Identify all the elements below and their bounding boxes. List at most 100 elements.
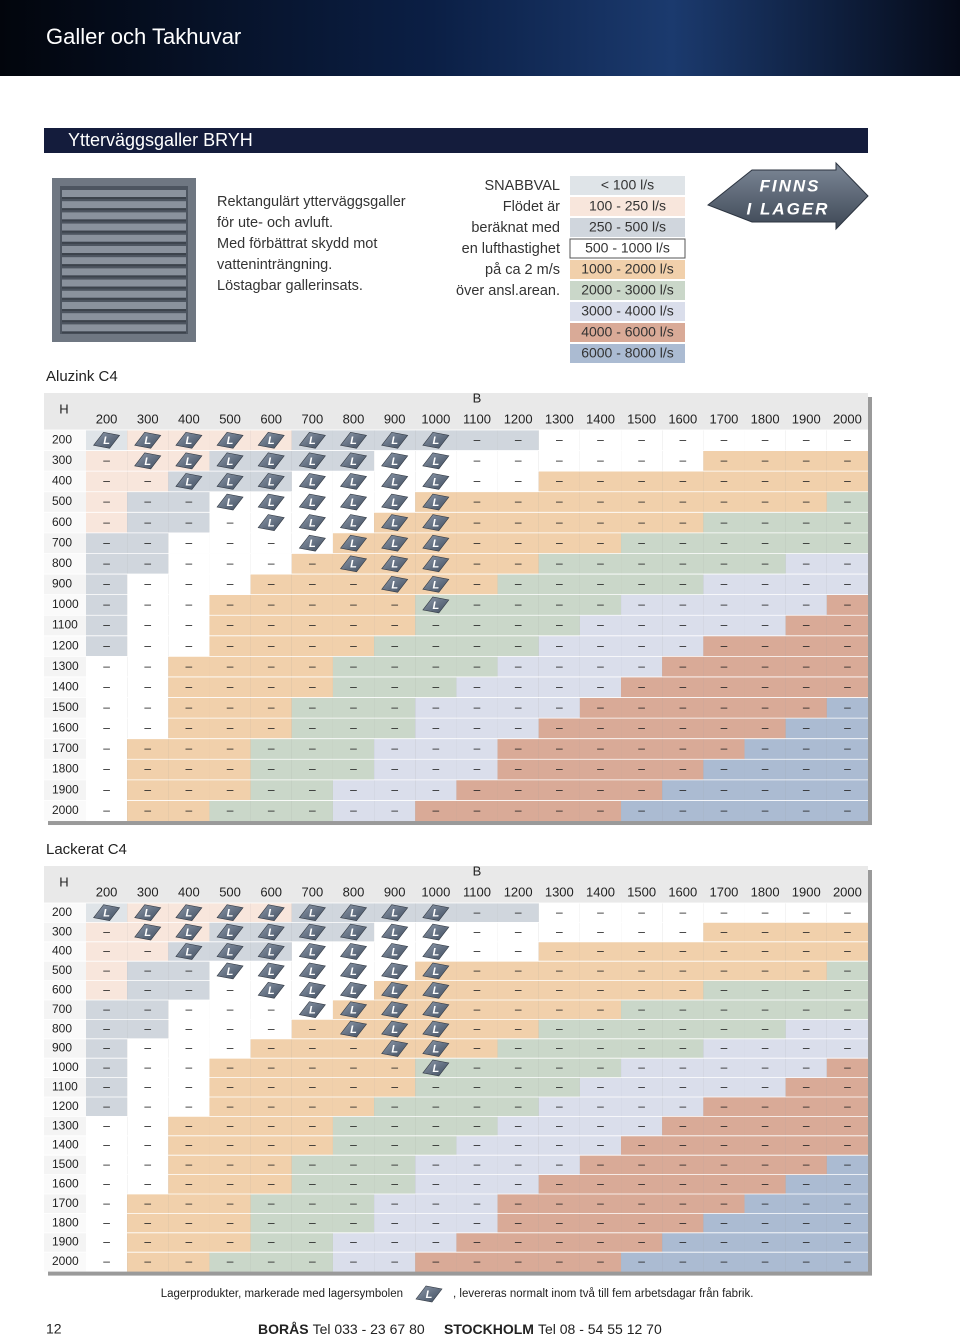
section-bar [44, 128, 868, 153]
cell-value: – [762, 1235, 769, 1249]
cell-value: – [227, 762, 234, 776]
legend-label: 6000 - 8000 l/s [581, 345, 674, 361]
cell-value: – [803, 494, 810, 508]
cell-value: – [227, 618, 234, 632]
table-cell [374, 1174, 416, 1194]
louver [62, 268, 186, 276]
table-cell [662, 980, 704, 1000]
table-cell [168, 1058, 210, 1078]
cell-value: – [597, 700, 604, 714]
cell-value: – [844, 1138, 851, 1152]
cell-value: – [144, 944, 151, 958]
cell-value: – [679, 556, 686, 570]
cell-value: – [556, 963, 563, 977]
table-cell [703, 961, 745, 981]
stock-symbol-letter: L [186, 946, 193, 958]
cell-value: – [309, 1235, 316, 1249]
cell-value: – [803, 679, 810, 693]
table-cell [826, 738, 868, 760]
table-cell [703, 922, 745, 942]
table-cell [662, 1077, 704, 1097]
cell-value: – [474, 618, 481, 632]
table-cell [456, 903, 498, 923]
cell-value: – [391, 1196, 398, 1210]
cell-value: – [679, 963, 686, 977]
table-cell [127, 1116, 169, 1136]
stock-symbol [298, 981, 326, 999]
table-cell [497, 1097, 539, 1117]
cell-value: – [186, 1176, 193, 1190]
cell-value: – [638, 762, 645, 776]
stock-symbol-letter: L [186, 927, 193, 939]
description-line: Med förbättrat skydd mot [217, 236, 377, 252]
row-label-bg [44, 738, 86, 760]
table-cell [250, 1077, 292, 1097]
cell-value: – [597, 1060, 604, 1074]
table-cell [621, 1135, 663, 1156]
row-label: 1100 [52, 1079, 78, 1093]
table-cell [744, 697, 786, 719]
table-cell [374, 800, 416, 822]
cell-value: – [515, 782, 522, 796]
cell-value: – [474, 1157, 481, 1171]
table-cell [662, 1174, 704, 1194]
cell-value: – [638, 453, 645, 467]
cell-value: – [803, 1157, 810, 1171]
table-cell [250, 1019, 292, 1039]
cell-value: – [597, 803, 604, 817]
table-cell [127, 718, 169, 739]
cell-value: – [309, 700, 316, 714]
cell-value: – [350, 1041, 357, 1055]
table-header-bg [44, 866, 868, 903]
cell-value: – [309, 618, 316, 632]
cell-value: – [432, 618, 439, 632]
stock-symbol [422, 1040, 450, 1057]
cell-value: – [350, 762, 357, 776]
table-cell [209, 553, 251, 575]
table-cell [826, 635, 868, 657]
stock-symbol [422, 904, 450, 922]
table-cell [291, 1135, 333, 1156]
table-cell [374, 1213, 416, 1233]
louver-edge [62, 208, 186, 211]
table-cell [209, 779, 251, 801]
column-label: 700 [302, 411, 324, 426]
table-cell [497, 1213, 539, 1233]
cell-value: – [268, 1196, 275, 1210]
cell-value: – [103, 638, 110, 652]
table-cell [538, 1038, 580, 1059]
cell-value: – [762, 803, 769, 817]
cell-value: – [268, 597, 275, 611]
cell-value: – [144, 515, 151, 529]
cell-value: – [844, 741, 851, 755]
cell-value: – [103, 1196, 110, 1210]
stock-symbol-letter: L [309, 985, 316, 997]
table-cell [168, 656, 210, 677]
table-cell [785, 615, 827, 636]
stock-symbol-letter: L [227, 435, 234, 447]
cell-value: – [844, 556, 851, 570]
table-cell [744, 1252, 786, 1272]
cell-value: – [844, 515, 851, 529]
table-cell [168, 1155, 210, 1175]
cell-value: – [391, 1138, 398, 1152]
cell-value: – [186, 982, 193, 996]
table-cell [332, 759, 375, 780]
cell-value: – [144, 1138, 151, 1152]
cell-value: – [721, 1176, 728, 1190]
stock-symbol [257, 904, 285, 922]
table-cell [332, 1252, 375, 1272]
table-cell [538, 1000, 580, 1020]
cell-value: – [679, 432, 686, 446]
table-cell [86, 1194, 128, 1214]
stock-symbol [422, 555, 450, 573]
table-cell [538, 1155, 580, 1175]
table-cell [415, 676, 457, 698]
cell-value: – [638, 963, 645, 977]
stock-symbol-letter: L [432, 476, 439, 488]
cell-value: – [515, 453, 522, 467]
description-line: vatteninträngning. [217, 257, 332, 273]
row-label-bg [44, 1058, 86, 1078]
table-cell [127, 759, 169, 780]
stock-symbol-letter: L [391, 518, 398, 530]
